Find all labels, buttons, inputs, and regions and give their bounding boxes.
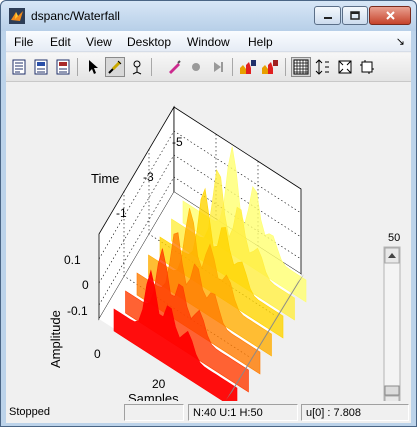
amplitude-tick-label: -0.1 [67,304,88,318]
axis-autoscale-button[interactable] [313,57,333,77]
time-tick-label: -5 [172,135,183,149]
pointer-button[interactable] [83,57,103,77]
toolbar-separator [151,58,152,76]
minimize-button[interactable] [314,6,341,25]
axis-autoscale-icon [315,59,329,75]
maximize-button[interactable] [342,6,368,25]
import-icon [34,59,48,75]
rotate-icon [132,60,142,75]
waterfall-plot[interactable]: Time -5 -3 -1 0.1 0 -0.1 Amplitude 0 20 … [6,83,411,427]
toolbar [6,53,411,82]
export-button[interactable] [9,57,29,77]
stop-button[interactable] [186,57,206,77]
amplitude-tick-label: 0.1 [64,253,81,267]
amplitude-axis-label: Amplitude [48,310,63,368]
slider-up-arrow-icon [388,253,396,258]
snapshot-button[interactable] [238,57,258,77]
grid-icon [293,59,309,75]
menu-help[interactable]: Help [248,35,273,49]
export-icon [12,59,26,75]
import-button[interactable] [31,57,51,77]
snapshot-icon [240,60,256,74]
view-button[interactable] [357,57,377,77]
figure-client: File Edit View Desktop Window Help ↘ [6,31,411,427]
history-slider[interactable] [383,246,401,413]
samples-tick-label: 0 [94,347,101,361]
status-dimensions: N:40 U:1 H:50 [188,404,298,421]
zoom-icon [108,60,122,74]
slider-thumb[interactable] [384,385,400,396]
time-tick-label: -3 [143,170,154,184]
import-all-button[interactable] [53,57,73,77]
status-text: Stopped [9,406,50,418]
menu-view[interactable]: View [86,35,112,49]
matlab-logo-icon [9,8,25,24]
slider-track[interactable] [383,246,401,413]
menu-window[interactable]: Window [187,35,230,49]
fit-icon [338,60,352,74]
floor-edge-strip [226,274,304,400]
slider-max-label: 50 [388,232,400,244]
suspend-icon [262,60,278,74]
zoom-button[interactable] [105,57,125,77]
status-bar: Stopped N:40 U:1 H:50 u[0] : 7.808 [6,402,411,423]
toolbar-separator [285,58,286,76]
menu-bar: File Edit View Desktop Window Help ↘ [6,31,411,52]
close-icon [385,11,395,20]
fit-button[interactable] [335,57,355,77]
window-title: dspanc/Waterfall [31,9,120,23]
menu-file[interactable]: File [14,35,34,49]
pause-icon [169,60,181,74]
pointer-icon [89,60,98,74]
step-icon [214,62,223,72]
plot-area: Time -5 -3 -1 0.1 0 -0.1 Amplitude 0 20 … [6,83,411,427]
stop-icon [192,63,200,71]
waterfall-trace [113,269,238,411]
waterfall-trace [148,208,272,357]
rotate-button[interactable] [127,57,147,77]
status-readout: u[0] : 7.808 [301,404,409,421]
step-button[interactable] [208,57,228,77]
toolbar-separator [77,58,78,76]
toolbar-separator [232,58,233,76]
menu-edit[interactable]: Edit [50,35,71,49]
minimize-icon [323,16,332,19]
grid-button[interactable] [291,57,311,77]
title-bar[interactable]: dspanc/Waterfall [1,1,416,31]
samples-tick-label: 20 [152,377,166,391]
suspend-button[interactable] [260,57,280,77]
time-tick-label: -1 [116,206,127,220]
status-empty-field [124,404,184,421]
menu-dock-icon[interactable]: ↘ [395,36,405,48]
import-all-icon [56,59,70,75]
time-axis-label: Time [91,171,119,186]
maximize-icon [350,11,360,20]
view-icon [360,60,374,74]
menu-desktop[interactable]: Desktop [127,35,172,49]
waterfall-traces [113,146,307,411]
slider-down-button[interactable] [384,395,400,412]
amplitude-tick-label: 0 [82,278,89,292]
close-button[interactable] [369,6,411,25]
pause-button[interactable] [164,57,184,77]
samples-axis-label: Samples [128,391,179,401]
